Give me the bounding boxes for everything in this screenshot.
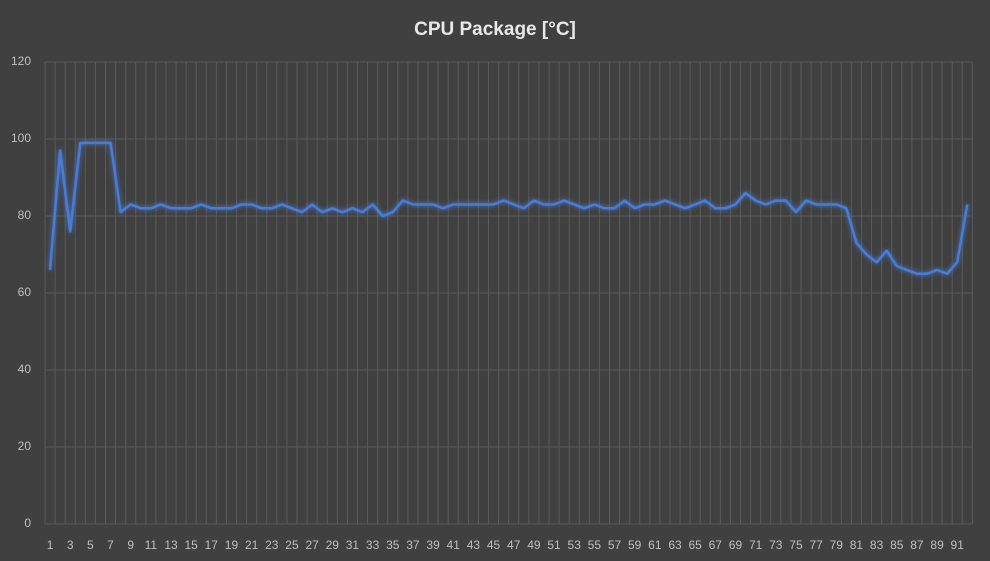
x-tick-label: 91 bbox=[951, 538, 965, 552]
x-tick-label: 41 bbox=[447, 538, 461, 552]
x-tick-label: 57 bbox=[608, 538, 622, 552]
x-tick-label: 7 bbox=[107, 538, 114, 552]
x-tick-label: 1 bbox=[47, 538, 54, 552]
x-tick-label: 61 bbox=[648, 538, 662, 552]
x-tick-label: 67 bbox=[709, 538, 723, 552]
y-tick-label: 40 bbox=[18, 362, 32, 376]
x-tick-label: 43 bbox=[467, 538, 481, 552]
y-tick-label: 80 bbox=[18, 208, 32, 222]
y-tick-label: 60 bbox=[18, 285, 32, 299]
x-tick-label: 23 bbox=[265, 538, 279, 552]
x-tick-label: 45 bbox=[487, 538, 501, 552]
y-tick-label: 0 bbox=[24, 516, 31, 530]
line-series bbox=[48, 141, 969, 275]
x-tick-label: 25 bbox=[285, 538, 299, 552]
x-tick-label: 77 bbox=[809, 538, 823, 552]
y-tick-label: 20 bbox=[18, 439, 32, 453]
x-tick-label: 5 bbox=[87, 538, 94, 552]
x-tick-label: 47 bbox=[507, 538, 521, 552]
x-tick-label: 73 bbox=[769, 538, 783, 552]
x-tick-label: 85 bbox=[890, 538, 904, 552]
x-tick-label: 55 bbox=[588, 538, 602, 552]
chart-title: CPU Package [°C] bbox=[414, 19, 576, 40]
x-tick-label: 63 bbox=[668, 538, 682, 552]
x-tick-label: 15 bbox=[184, 538, 198, 552]
x-tick-label: 81 bbox=[850, 538, 864, 552]
x-tick-label: 39 bbox=[426, 538, 440, 552]
x-tick-label: 49 bbox=[527, 538, 541, 552]
y-tick-label: 120 bbox=[11, 54, 31, 68]
x-tick-label: 33 bbox=[366, 538, 380, 552]
x-tick-label: 65 bbox=[688, 538, 702, 552]
x-tick-label: 87 bbox=[910, 538, 924, 552]
x-tick-label: 31 bbox=[346, 538, 360, 552]
x-tick-label: 59 bbox=[628, 538, 642, 552]
x-tick-label: 83 bbox=[870, 538, 884, 552]
x-tick-label: 19 bbox=[225, 538, 239, 552]
x-tick-label: 51 bbox=[547, 538, 561, 552]
x-tick-label: 29 bbox=[326, 538, 340, 552]
x-tick-label: 21 bbox=[245, 538, 259, 552]
x-tick-label: 89 bbox=[930, 538, 944, 552]
x-tick-label: 3 bbox=[67, 538, 74, 552]
x-tick-label: 71 bbox=[749, 538, 763, 552]
x-tick-label: 79 bbox=[830, 538, 844, 552]
x-tick-label: 11 bbox=[145, 538, 158, 552]
x-tick-label: 13 bbox=[164, 538, 178, 552]
y-tick-label: 100 bbox=[11, 131, 31, 145]
x-tick-label: 17 bbox=[205, 538, 219, 552]
x-tick-label: 75 bbox=[789, 538, 803, 552]
x-tick-label: 69 bbox=[729, 538, 743, 552]
x-tick-label: 27 bbox=[305, 538, 319, 552]
x-tick-label: 9 bbox=[127, 538, 134, 552]
x-tick-label: 37 bbox=[406, 538, 420, 552]
x-tick-label: 35 bbox=[386, 538, 400, 552]
x-tick-label: 53 bbox=[568, 538, 582, 552]
